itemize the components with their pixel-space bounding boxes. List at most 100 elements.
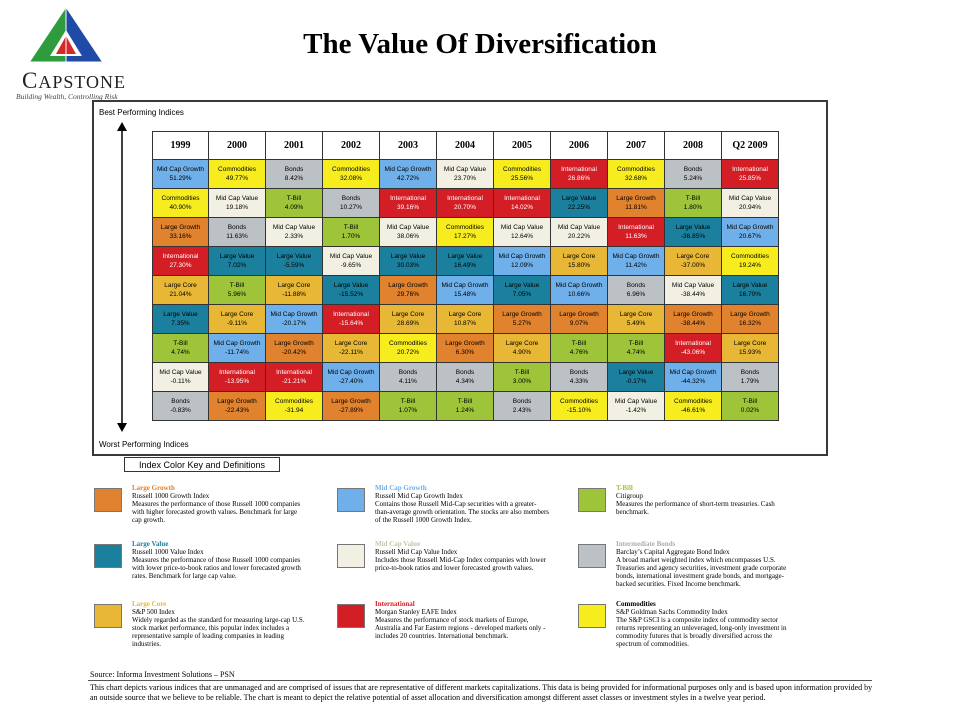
table-cell: Commodities -31.94	[265, 391, 323, 421]
legend-description: A broad market weighted index which enco…	[616, 556, 787, 588]
cell-index-name: Mid Cap Value	[386, 224, 430, 231]
cell-index-name: International	[333, 311, 369, 318]
table-cell: Mid Cap Value -9.65%	[322, 246, 380, 276]
table-cell: Mid Cap Growth 12.09%	[493, 246, 551, 276]
cell-return-value: -15.52%	[338, 291, 364, 298]
cell-index-name: Mid Cap Growth	[441, 282, 489, 289]
table-cell: T-Bill 3.00%	[493, 362, 551, 392]
cell-index-name: Mid Cap Value	[614, 398, 658, 405]
cell-index-name: T-Bill	[571, 340, 587, 347]
cell-index-name: Large Growth	[331, 398, 371, 405]
cell-index-name: Bonds	[683, 166, 703, 173]
legend-swatch	[94, 604, 122, 628]
cell-index-name: International	[447, 195, 483, 202]
table-cell: Bonds 6.96%	[607, 275, 665, 305]
legend-text: Large Core S&P 500 Index Widely regarded a…	[132, 600, 307, 648]
cell-return-value: 4.11%	[399, 378, 417, 385]
table-cell: Large Value -36.85%	[664, 217, 722, 247]
cell-return-value: 11.63%	[625, 233, 647, 240]
cell-return-value: -44.32%	[680, 378, 706, 385]
cell-return-value: 20.22%	[567, 233, 591, 240]
legend-description: Measures the performance of stock market…	[375, 616, 546, 640]
cell-return-value: 10.87%	[453, 320, 477, 327]
cell-return-value: 29.76%	[396, 291, 420, 298]
table-cell: Large Growth -20.42%	[265, 333, 323, 363]
cell-index-name: Large Value	[163, 311, 198, 318]
cell-return-value: -21.21%	[281, 378, 307, 385]
table-cell: Commodities 19.24%	[721, 246, 779, 276]
table-cell: Bonds 8.42%	[265, 159, 323, 189]
table-cell: T-Bill 4.76%	[550, 333, 608, 363]
table-cell: Mid Cap Value -38.44%	[664, 275, 722, 305]
cell-index-name: T-Bill	[742, 398, 758, 405]
legend-index: Russell Mid Cap Growth Index	[375, 492, 463, 500]
cell-return-value: 10.27%	[339, 204, 363, 211]
table-cell: Large Growth 6.30%	[436, 333, 494, 363]
legend-text: Large Growth Russell 1000 Growth Index Mea…	[132, 484, 307, 524]
table-cell: Mid Cap Growth 20.67%	[721, 217, 779, 247]
cell-return-value: -20.17%	[281, 320, 307, 327]
table-cell: T-Bill 1.80%	[664, 188, 722, 218]
cell-index-name: T-Bill	[457, 398, 473, 405]
cell-index-name: Large Core	[391, 311, 425, 318]
table-cell: Mid Cap Growth 11.42%	[607, 246, 665, 276]
cell-index-name: Large Core	[448, 311, 482, 318]
table-cell: International 26.86%	[550, 159, 608, 189]
legend-text: Large Value Russell 1000 Value Index Measu…	[132, 540, 307, 580]
cell-index-name: Mid Cap Growth	[384, 166, 432, 173]
cell-return-value: -27.89%	[338, 407, 364, 414]
legend-index: Morgan Stanley EAFE Index	[375, 608, 457, 616]
cell-return-value: 3.00%	[512, 378, 532, 385]
cell-return-value: -11.88%	[282, 291, 306, 298]
cell-index-name: Large Value	[276, 253, 312, 260]
legend-swatch	[578, 488, 606, 512]
table-cell: Large Growth 33.16%	[152, 217, 209, 247]
cell-return-value: 4.74%	[626, 349, 646, 356]
cell-return-value: 27.30%	[169, 262, 192, 269]
cell-return-value: 23.70%	[453, 175, 477, 182]
cell-return-value: 19.24%	[738, 262, 762, 269]
table-cell: Large Value -0.17%	[607, 362, 665, 392]
year-header: 2004	[436, 131, 494, 160]
table-cell: Large Core 15.93%	[721, 333, 779, 363]
cell-index-name: Large Core	[733, 340, 767, 347]
table-cell: International 27.30%	[152, 246, 209, 276]
cell-index-name: Commodities	[503, 166, 541, 173]
table-cell: Large Core -9.11%	[208, 304, 266, 334]
cell-return-value: -38.44%	[680, 291, 706, 298]
legend-description: Contains those Russell Mid-Cap securitie…	[375, 500, 550, 524]
cell-return-value: -9.65%	[340, 262, 362, 269]
table-cell: Bonds 4.33%	[550, 362, 608, 392]
cell-index-name: Large Growth	[730, 311, 770, 318]
table-cell: Large Growth 16.32%	[721, 304, 779, 334]
triangle-logo-icon	[30, 8, 102, 63]
table-cell: Large Core 15.80%	[550, 246, 608, 276]
cell-index-name: Large Growth	[274, 340, 314, 347]
legend-text: Mid Cap Value Russell Mid Cap Value Index…	[375, 540, 550, 572]
cell-return-value: 25.85%	[738, 175, 762, 182]
cell-index-name: Large Core	[220, 311, 254, 318]
ranking-arrow-icon	[117, 122, 127, 432]
table-row: Mid Cap Value -0.11% International -13.95% I…	[152, 362, 779, 392]
cell-return-value: 16.49%	[453, 262, 477, 269]
cell-index-name: T-Bill	[286, 195, 302, 202]
year-header: 2001	[265, 131, 323, 160]
legend-description: Measures the performance of those Russel…	[132, 556, 301, 580]
divider	[88, 680, 872, 681]
legend-description: Widely regarded as the standard for meas…	[132, 616, 305, 648]
legend-name: Large Core	[132, 600, 167, 608]
table-cell: T-Bill 1.70%	[322, 217, 380, 247]
table-cell: Mid Cap Value -0.11%	[152, 362, 209, 392]
cell-return-value: 10.66%	[567, 291, 591, 298]
cell-index-name: Bonds	[455, 369, 475, 376]
cell-return-value: 22.25%	[567, 204, 591, 211]
table-cell: Large Growth 11.81%	[607, 188, 665, 218]
cell-index-name: Bonds	[740, 369, 760, 376]
cell-index-name: International	[561, 166, 597, 173]
cell-return-value: 5.24%	[683, 175, 703, 182]
table-cell: Large Core -11.88%	[265, 275, 323, 305]
best-label: Best Performing Indices	[99, 108, 184, 117]
cell-index-name: Commodities	[332, 166, 370, 173]
cell-return-value: 5.27%	[512, 320, 532, 327]
cell-return-value: 4.33%	[569, 378, 589, 385]
